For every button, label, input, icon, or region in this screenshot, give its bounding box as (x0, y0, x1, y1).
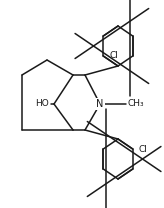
Text: CH₃: CH₃ (128, 99, 145, 109)
Text: Cl: Cl (139, 145, 148, 154)
Text: N: N (96, 99, 104, 109)
Text: HO: HO (35, 99, 49, 109)
Text: Cl: Cl (109, 52, 118, 61)
